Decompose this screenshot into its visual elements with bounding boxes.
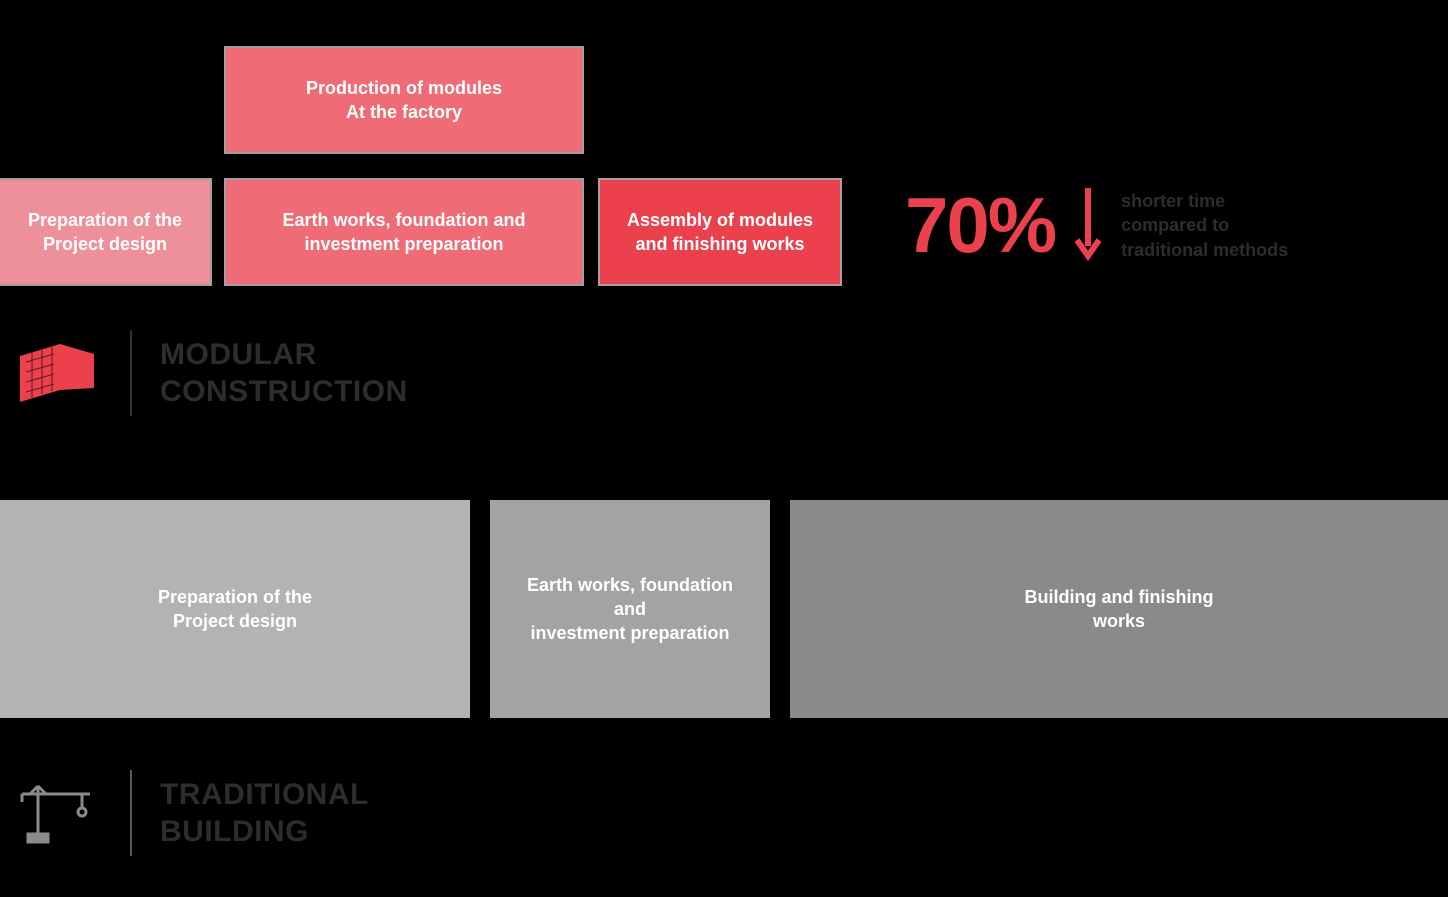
block-text-line3: investment preparation [530,623,729,643]
block-text-line1: Earth works, foundation [527,575,733,595]
modular-design-block: Preparation of the Project design [0,178,212,286]
block-text-line1: Assembly of modules [627,210,813,230]
block-text-line2: Project design [43,234,167,254]
crane-icon [12,775,102,851]
time-savings-stat: 70% shorter time compared to traditional… [905,180,1288,271]
heading-line1: MODULAR [160,338,317,371]
block-text-line2: works [1093,611,1145,631]
traditional-heading: TRADITIONAL BUILDING [12,770,369,856]
heading-text: TRADITIONAL BUILDING [160,776,369,851]
traditional-earthworks-block: Earth works, foundation and investment p… [490,500,770,718]
block-text-line1: Earth works, foundation and [282,210,525,230]
traditional-design-block: Preparation of the Project design [0,500,470,718]
modular-production-block: Production of modules At the factory [224,46,584,154]
modular-assembly-block: Assembly of modules and finishing works [598,178,842,286]
down-arrow-icon [1073,184,1103,267]
modular-heading: MODULAR CONSTRUCTION [12,330,408,416]
block-text-line2: and finishing works [635,234,804,254]
block-text-line2: investment preparation [304,234,503,254]
block-text-line2: Project design [173,611,297,631]
stat-text-line3: traditional methods [1121,240,1288,260]
block-text-line1: Building and finishing [1025,587,1214,607]
heading-separator [130,330,132,416]
stat-text-line2: compared to [1121,215,1229,235]
block-text-line1: Preparation of the [28,210,182,230]
stat-description: shorter time compared to traditional met… [1121,189,1288,262]
stat-text-line1: shorter time [1121,191,1225,211]
heading-line2: CONSTRUCTION [160,375,408,408]
block-text-line2: At the factory [346,102,462,122]
stat-percentage: 70% [905,180,1055,271]
heading-separator [130,770,132,856]
heading-text: MODULAR CONSTRUCTION [160,336,408,411]
block-text-line1: Preparation of the [158,587,312,607]
block-text-line1: Production of modules [306,78,502,98]
modular-earthworks-block: Earth works, foundation and investment p… [224,178,584,286]
heading-line1: TRADITIONAL [160,778,369,811]
module-icon [12,335,102,411]
heading-line2: BUILDING [160,815,309,848]
traditional-building-block: Building and finishing works [790,500,1448,718]
block-text-line2: and [614,599,646,619]
